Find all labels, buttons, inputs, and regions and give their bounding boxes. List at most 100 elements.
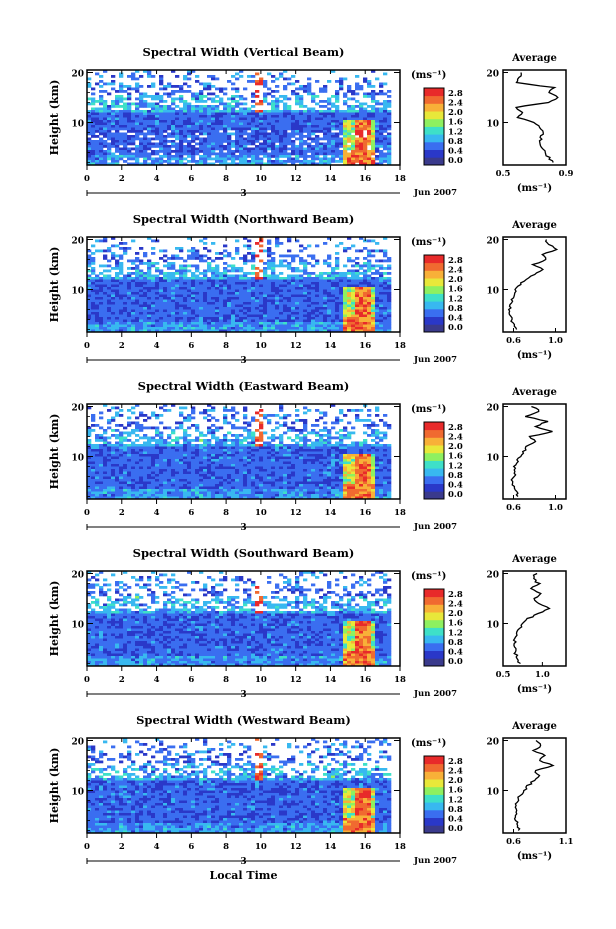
heatmap-cell [163, 469, 168, 472]
heatmap-cell [155, 304, 160, 308]
heatmap-cell [387, 314, 392, 318]
heatmap-cell [115, 95, 120, 98]
heatmap-cell [255, 297, 260, 300]
heatmap-cell [267, 135, 272, 138]
heatmap-cell [359, 102, 364, 106]
heatmap-cell [335, 272, 340, 275]
heatmap-cell [123, 302, 128, 305]
heatmap-cell [111, 444, 116, 447]
heatmap-cell [87, 496, 92, 500]
heatmap-cell [359, 292, 364, 295]
heatmap-cell [123, 284, 128, 288]
heatmap-cell [347, 282, 352, 285]
heatmap-cell [387, 147, 392, 151]
heatmap-cell [315, 115, 320, 118]
heatmap-cell [311, 254, 316, 258]
heatmap-cell [195, 110, 200, 113]
heatmap-cell [231, 107, 236, 111]
heatmap-cell [135, 102, 140, 106]
heatmap-cell [207, 162, 212, 166]
heatmap-cell [351, 110, 356, 113]
heatmap-cell [387, 125, 392, 128]
heatmap-cell [251, 319, 256, 323]
heatmap-cell [87, 406, 92, 410]
heatmap-cell [215, 140, 220, 143]
heatmap-cell [259, 324, 264, 328]
heatmap-cell [347, 272, 352, 275]
heatmap-cell [183, 77, 188, 81]
heatmap-cell [91, 491, 96, 495]
heatmap-cell [347, 257, 352, 260]
heatmap-cell [147, 451, 152, 455]
heatmap-cell [91, 100, 96, 103]
heatmap-cell [203, 85, 208, 88]
heatmap-cell [239, 127, 244, 131]
heatmap-cell [131, 120, 136, 123]
heatmap-cell [151, 274, 156, 278]
x-tick-label: 14 [325, 174, 337, 184]
heatmap-cell [263, 274, 268, 278]
heatmap-cell [179, 269, 184, 273]
heatmap-cell [323, 287, 328, 290]
heatmap-cell [123, 150, 128, 153]
heatmap-cell [167, 282, 172, 285]
heatmap-cell [119, 481, 124, 485]
heatmap-cell [227, 307, 232, 310]
heatmap-cell [375, 307, 380, 310]
heatmap-cell [107, 304, 112, 308]
heatmap-cell [119, 277, 124, 280]
heatmap-cell [119, 272, 124, 275]
heatmap-cell [315, 299, 320, 303]
heatmap-cell [199, 132, 204, 136]
heatmap-cell [279, 140, 284, 143]
heatmap-cell [107, 152, 112, 156]
heatmap-cell [195, 309, 200, 313]
heatmap-cell [99, 75, 104, 78]
heatmap-cell [251, 289, 256, 293]
heatmap-cell [131, 287, 136, 290]
heatmap-cell [231, 105, 236, 108]
heatmap-cell [251, 100, 256, 103]
heatmap-cell [303, 324, 308, 328]
heatmap-cell [371, 264, 376, 268]
heatmap-cell [135, 479, 140, 482]
heatmap-cell [351, 302, 356, 305]
heatmap-cell [155, 107, 160, 111]
heatmap-cell [163, 107, 168, 111]
heatmap-cell [279, 127, 284, 131]
heatmap-cell [291, 309, 296, 313]
heatmap-cell [163, 277, 168, 280]
heatmap-cell [231, 82, 236, 86]
heatmap-cell [135, 157, 140, 161]
heatmap-cell [275, 155, 280, 158]
heatmap-cell [379, 142, 384, 146]
heatmap-cell [151, 484, 156, 487]
heatmap-cell [103, 110, 108, 113]
heatmap-cell [139, 424, 144, 427]
heatmap-cell [171, 289, 176, 293]
heatmap-cell [275, 239, 280, 243]
heatmap-cell [175, 299, 180, 303]
heatmap-cell [335, 289, 340, 293]
heatmap-cell [151, 120, 156, 123]
heatmap-cell [363, 247, 368, 250]
heatmap-cell [171, 97, 176, 101]
heatmap-cell [139, 120, 144, 123]
heatmap-cell [99, 491, 104, 495]
heatmap-cell [287, 297, 292, 300]
heatmap-cell [167, 120, 172, 123]
heatmap-cell [199, 155, 204, 158]
heatmap-cell [87, 157, 92, 161]
heatmap-cell [175, 449, 180, 452]
heatmap-cell [287, 152, 292, 156]
heatmap-cell [99, 319, 104, 323]
heatmap-cell [99, 282, 104, 285]
heatmap-cell [223, 267, 228, 270]
heatmap-cell [107, 486, 112, 490]
heatmap-cell [315, 150, 320, 153]
heatmap-cell [199, 304, 204, 308]
heatmap-cell [143, 287, 148, 290]
heatmap-cell [335, 282, 340, 285]
heatmap-cell [87, 446, 92, 450]
heatmap-cell [147, 277, 152, 280]
